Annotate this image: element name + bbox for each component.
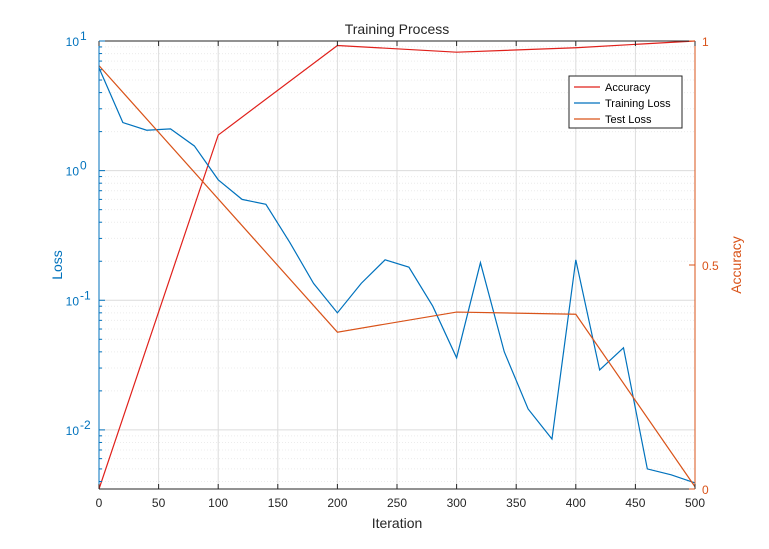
y-left-tick-exponent: -1 (80, 288, 91, 302)
x-tick-label: 0 (96, 496, 103, 510)
y-left-tick-label: 10 (66, 35, 80, 49)
y-left-tick-exponent: 0 (80, 159, 87, 173)
x-tick-label: 50 (152, 496, 166, 510)
x-tick-label: 200 (327, 496, 347, 510)
legend: Accuracy Training Loss Test Loss (568, 75, 683, 129)
y-left-axis-label: Loss (49, 250, 65, 280)
legend-label-test-loss: Test Loss (605, 114, 652, 126)
y-right-tick-label: 0 (702, 483, 709, 497)
x-tick-label: 150 (268, 496, 288, 510)
x-tick-label: 400 (566, 496, 586, 510)
x-tick-label: 100 (208, 496, 228, 510)
x-axis-label: Iteration (372, 515, 423, 531)
series-line-accuracy (98, 40, 696, 490)
y-right-tick-label: 1 (702, 35, 709, 49)
legend-label-training-loss: Training Loss (605, 98, 671, 110)
chart-title: Training Process (345, 21, 450, 37)
x-tick-label: 500 (685, 496, 705, 510)
series-line-training-loss (98, 67, 696, 484)
y-left-tick-label: 10 (66, 424, 80, 438)
x-tick-label: 250 (387, 496, 407, 510)
y-left-tick-exponent: 1 (80, 29, 87, 43)
y-right-tick-label: 0.5 (702, 259, 719, 273)
y-right-axis-label: Accuracy (728, 236, 744, 294)
x-tick-label: 450 (625, 496, 645, 510)
legend-label-accuracy: Accuracy (605, 82, 651, 94)
y-left-tick-exponent: -2 (80, 418, 91, 432)
x-tick-label: 350 (506, 496, 526, 510)
series-line-test-loss (98, 65, 696, 488)
y-left-tick-label: 10 (66, 165, 80, 179)
y-left-tick-label: 10 (66, 294, 80, 308)
x-tick-label: 300 (447, 496, 467, 510)
series-layer (98, 40, 696, 490)
